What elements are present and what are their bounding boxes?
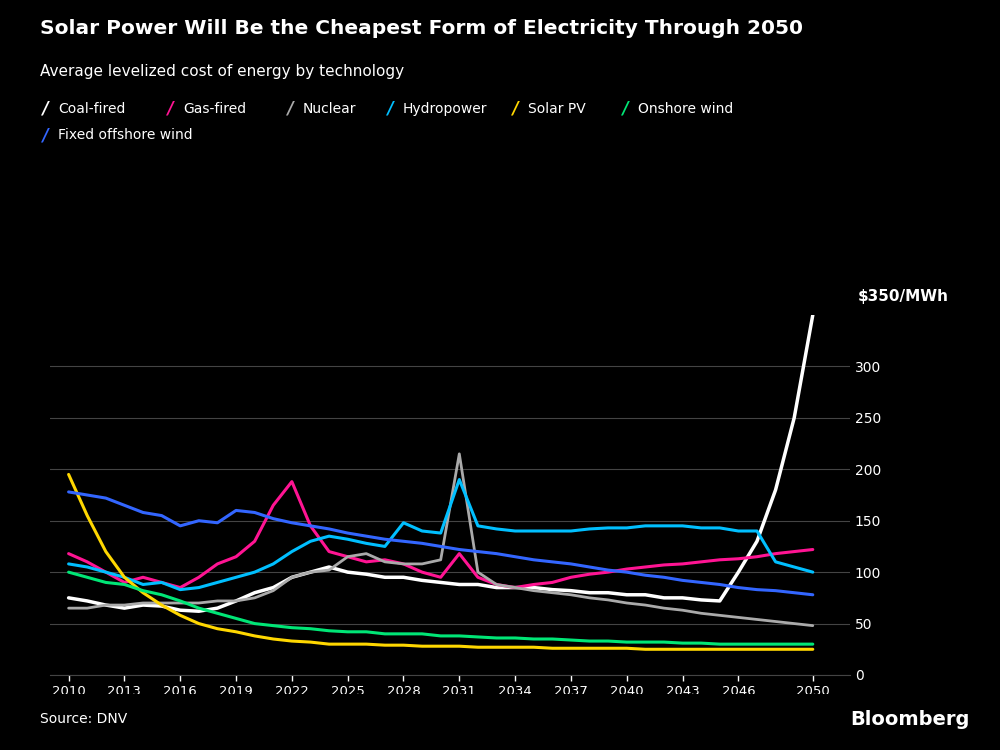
Text: Average levelized cost of energy by technology: Average levelized cost of energy by tech…	[40, 64, 404, 79]
Text: /: /	[40, 126, 51, 144]
Text: /: /	[510, 100, 521, 118]
Text: Coal-fired: Coal-fired	[58, 102, 125, 116]
Text: /: /	[285, 100, 296, 118]
Text: Bloomberg: Bloomberg	[851, 710, 970, 728]
Text: Solar PV: Solar PV	[528, 102, 586, 116]
Text: Fixed offshore wind: Fixed offshore wind	[58, 128, 193, 142]
Text: Gas-fired: Gas-fired	[183, 102, 246, 116]
Text: $350/MWh: $350/MWh	[858, 290, 949, 304]
Text: /: /	[620, 100, 631, 118]
Text: Solar Power Will Be the Cheapest Form of Electricity Through 2050: Solar Power Will Be the Cheapest Form of…	[40, 19, 803, 38]
Text: Hydropower: Hydropower	[403, 102, 488, 116]
Text: Source: DNV: Source: DNV	[40, 712, 127, 726]
Text: Onshore wind: Onshore wind	[638, 102, 733, 116]
Text: /: /	[40, 100, 51, 118]
Text: Nuclear: Nuclear	[303, 102, 356, 116]
Text: /: /	[165, 100, 176, 118]
Text: /: /	[385, 100, 396, 118]
